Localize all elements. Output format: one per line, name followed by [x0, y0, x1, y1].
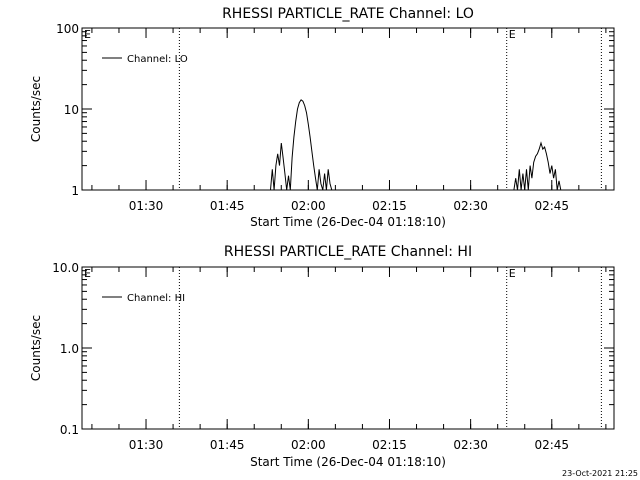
plot1-x-tick-label: 02:45: [534, 199, 569, 213]
plot1-y-tick-label: 100: [56, 22, 79, 36]
plot1-frame: [81, 27, 615, 191]
footer-timestamp: 23-Oct-2021 21:25: [562, 469, 638, 478]
plot2-y-tick-label: 10.0: [52, 261, 79, 275]
plot2-x-axis-label: Start Time (26-Dec-04 01:18:10): [250, 455, 446, 469]
plot1-event-marker-label: E: [84, 28, 91, 41]
plot2-x-tick-label: 02:30: [453, 438, 488, 452]
plot1-series-line: [270, 99, 565, 191]
plot2-y-tick-label: 1.0: [60, 342, 79, 356]
plot1-x-tick-label: 01:45: [210, 199, 245, 213]
plot2-event-marker-label: E: [509, 267, 516, 280]
plot2-x-tick-label: 02:45: [534, 438, 569, 452]
plot1-x-tick-label: 01:30: [129, 199, 164, 213]
plot2-x-tick-label: 01:30: [129, 438, 164, 452]
plot1-title: RHESSI PARTICLE_RATE Channel: LO: [222, 6, 474, 22]
plot2-event-marker-label: E: [84, 267, 91, 280]
plot1-y-axis-label: Counts/sec: [29, 76, 43, 142]
plot2-y-tick-label: 0.1: [60, 423, 79, 437]
plot1-y-tick-label: 10: [64, 103, 79, 117]
plot2-x-tick-label: 02:00: [291, 438, 326, 452]
plot1-x-tick-label: 02:15: [372, 199, 407, 213]
plot1-x-tick-label: 02:30: [453, 199, 488, 213]
plot1-y-tick-label: 1: [71, 184, 79, 198]
plot1-event-marker-label: E: [509, 28, 516, 41]
plot1-x-tick-label: 02:00: [291, 199, 326, 213]
plot1-legend-label: Channel: LO: [127, 54, 188, 65]
plot2-legend-label: Channel: HI: [127, 293, 185, 304]
plot2-title: RHESSI PARTICLE_RATE Channel: HI: [224, 244, 472, 260]
plot2-x-tick-label: 02:15: [372, 438, 407, 452]
plot2-x-tick-label: 01:45: [210, 438, 245, 452]
plot1-x-axis-label: Start Time (26-Dec-04 01:18:10): [250, 215, 446, 229]
plot2-frame: [81, 266, 615, 430]
plot2-y-axis-label: Counts/sec: [29, 315, 43, 381]
